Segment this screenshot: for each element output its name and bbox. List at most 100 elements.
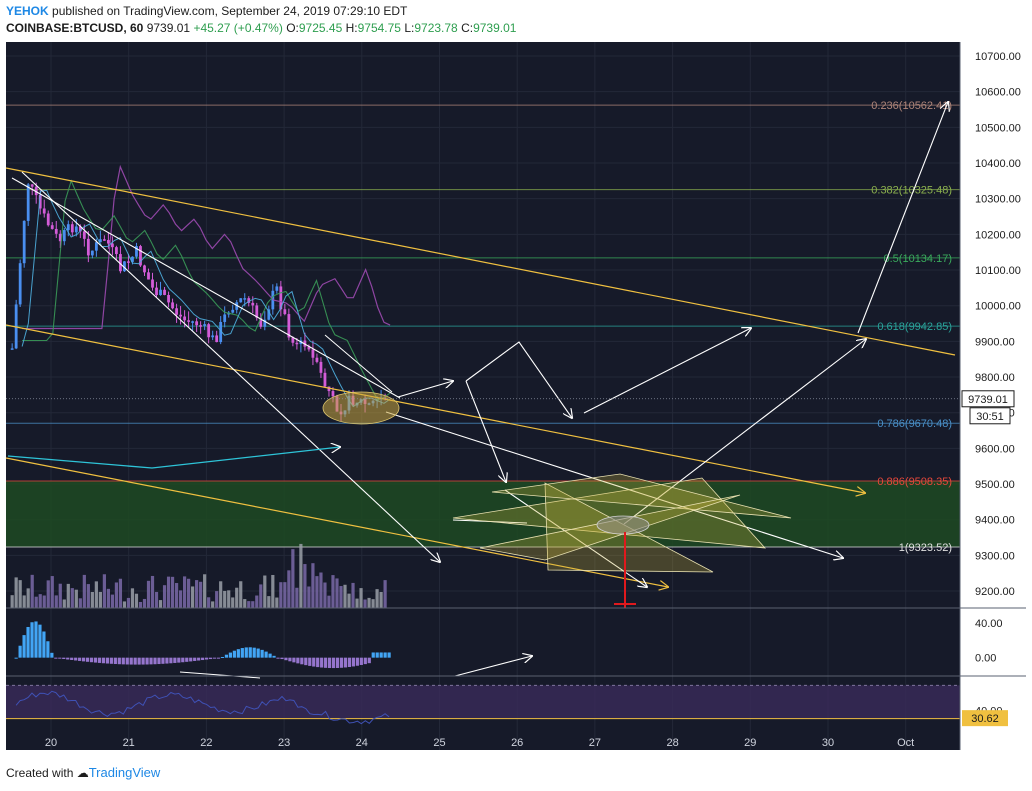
volume-bar — [367, 597, 371, 608]
fib-label: 1(9323.52) — [899, 542, 952, 554]
low-label: L: — [404, 21, 415, 35]
macd-bar — [78, 657, 82, 661]
countdown-box — [969, 407, 1011, 425]
candle-body — [259, 317, 263, 327]
candle-body — [119, 254, 122, 272]
footer: Created with ☁TradingView — [6, 765, 160, 780]
candle-body — [191, 321, 195, 323]
zone-center-ellipse — [596, 515, 650, 535]
volume-bar — [50, 576, 54, 608]
candle-body — [267, 309, 271, 320]
volume-bar — [327, 595, 331, 608]
volume-bar — [106, 588, 110, 608]
macd-bar — [189, 657, 193, 662]
macd-pane — [14, 621, 391, 669]
candle-body — [307, 346, 311, 350]
macd-bar — [93, 657, 98, 663]
open-label: O: — [286, 21, 299, 35]
macd-bar — [375, 652, 379, 658]
volume-bar — [170, 576, 175, 608]
volume-bar — [30, 574, 34, 608]
macd-bar — [18, 645, 22, 658]
candle-body — [243, 298, 247, 300]
candle-body — [183, 316, 186, 321]
price-tick-label: 10300.00 — [975, 194, 1021, 206]
target-zone — [6, 481, 960, 547]
candle-body — [315, 357, 319, 362]
candle-body — [163, 289, 166, 295]
date-tick-label: 30 — [822, 737, 834, 749]
candle-body — [143, 265, 146, 273]
volume-bar — [187, 578, 191, 608]
candle-body — [66, 224, 70, 231]
macd-bar — [97, 657, 102, 663]
candle-body — [211, 335, 215, 338]
arrow-up-target — [623, 339, 866, 525]
volume-bar — [195, 580, 199, 608]
low-value: 9723.78 — [414, 21, 458, 35]
created-with-text: Created with — [6, 766, 74, 780]
fib-label: 0.5(10134.17) — [884, 253, 953, 265]
macd-bar — [224, 654, 229, 658]
volume-bar — [219, 581, 223, 608]
close-label: C: — [461, 21, 474, 35]
macd-bar — [105, 657, 110, 664]
macd-bar — [288, 657, 292, 662]
macd-bar — [149, 657, 153, 665]
macd-bar — [38, 624, 42, 658]
volume-bar — [263, 575, 267, 608]
candle-body — [179, 314, 182, 317]
volume-bar — [319, 572, 323, 608]
macd-bar — [300, 657, 304, 665]
price-tick-label: 10400.00 — [975, 158, 1021, 170]
volume-bar — [174, 583, 179, 608]
volume-bar — [383, 580, 387, 608]
trendline-middle — [5, 324, 865, 493]
candle-body — [203, 324, 207, 326]
candle-body — [167, 294, 170, 303]
candle-body — [135, 246, 138, 257]
macd-bar — [153, 657, 157, 665]
volume-bar — [315, 576, 319, 608]
macd-bar — [185, 657, 189, 662]
publisher-name[interactable]: YEHOK — [6, 4, 49, 18]
price-tick-label: 10000.00 — [975, 301, 1021, 313]
volume-bar — [199, 581, 203, 608]
ma-short-line — [21, 189, 391, 408]
candle-body — [78, 226, 82, 232]
volume-bar — [223, 590, 227, 608]
moving-averages — [21, 164, 391, 408]
volume-bar — [134, 593, 139, 608]
macd-bar — [272, 655, 276, 658]
macd-bar — [256, 648, 260, 658]
price-tick-label: 10200.00 — [975, 229, 1021, 241]
volume-bar — [54, 595, 58, 608]
tradingview-brand[interactable]: TradingView — [88, 765, 161, 780]
macd-bar — [312, 657, 316, 667]
macd-bar — [320, 657, 324, 668]
candle-body — [171, 302, 174, 309]
candle-body — [34, 186, 38, 196]
macd-bar — [161, 657, 165, 664]
price-tick-label: 10600.00 — [975, 87, 1021, 99]
date-tick-label: 21 — [123, 737, 135, 749]
macd-bar — [204, 657, 209, 660]
volume-bar — [110, 594, 115, 608]
macd-bar — [324, 657, 328, 668]
high-label: H: — [345, 21, 358, 35]
price-highlight-ellipse — [322, 391, 400, 425]
macd-bar — [109, 657, 113, 664]
macd-bar — [169, 657, 173, 664]
date-tick-label: 28 — [666, 737, 678, 749]
volume-bar — [323, 582, 327, 608]
volume-bar — [311, 563, 315, 608]
candle-body — [50, 225, 54, 229]
candle-body — [90, 250, 94, 256]
price-tick-label: 9600.00 — [975, 443, 1015, 455]
rsi-pane — [6, 684, 960, 725]
candle-body — [263, 319, 267, 327]
target-zone-layer — [6, 481, 960, 547]
macd-bar — [347, 657, 352, 668]
macd-bar — [101, 657, 106, 664]
